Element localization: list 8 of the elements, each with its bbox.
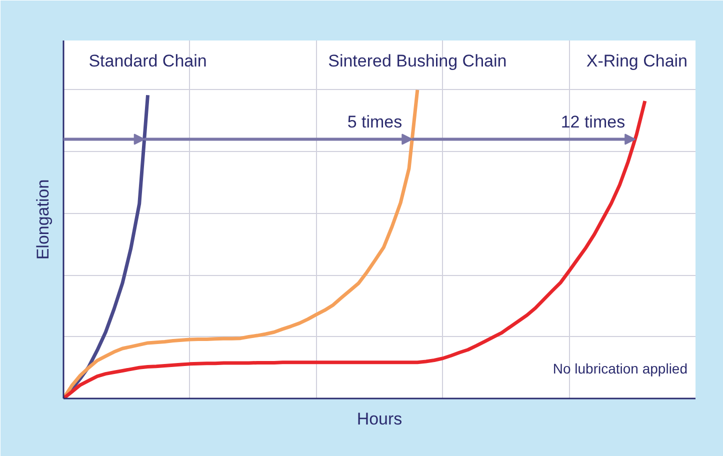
text: Standard Chain [88,52,207,70]
annotation: 5 times [347,112,402,132]
y-axis-title: Elongation [34,179,52,260]
annotation: 12 times [560,112,626,132]
annotation: No lubrication applied [552,360,688,376]
x-axis-title: Hours [356,410,402,428]
series-label: Sintered Bushing Chain [328,52,507,70]
text: X-Ring Chain [586,52,688,70]
